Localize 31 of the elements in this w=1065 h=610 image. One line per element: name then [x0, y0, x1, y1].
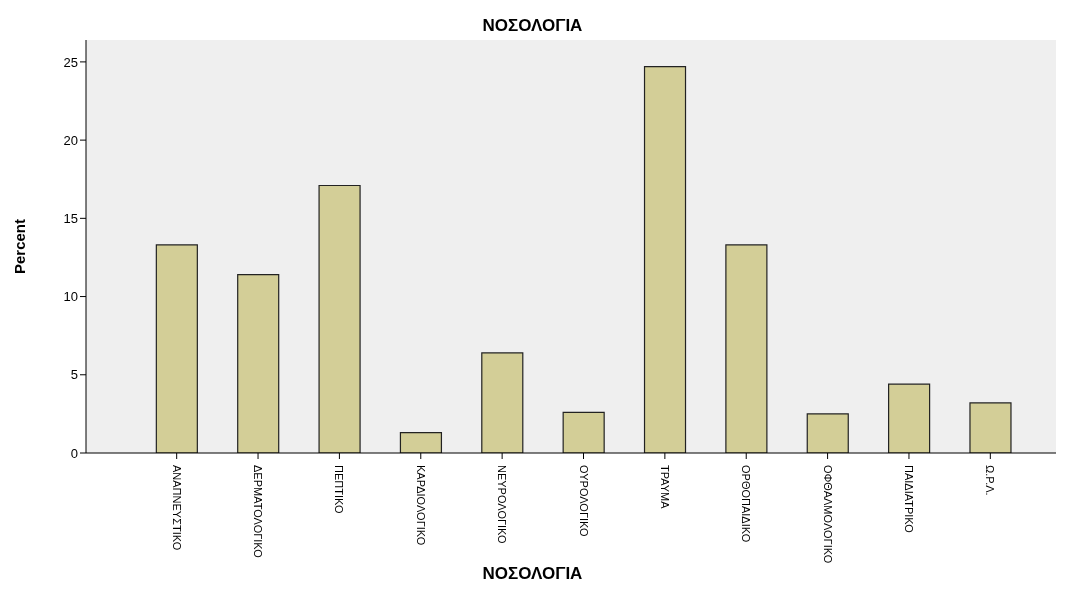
bar — [969, 402, 1012, 453]
bar — [481, 352, 524, 453]
chart-title: ΝΟΣΟΛΟΓΙΑ — [481, 16, 584, 36]
x-tick-label: ΟΥΡΟΛΟΓΙΚΟ — [577, 465, 590, 538]
x-axis-title: ΝΟΣΟΛΟΓΙΑ — [481, 564, 584, 584]
x-tick-label: ΚΑΡΔΙΟΛΟΓΙΚΟ — [414, 465, 427, 546]
x-tick-label: ΟΡΘΟΠΑΙΔΙΚΟ — [740, 465, 753, 543]
x-tick-label: ΤΡΑΥΜΑ — [658, 465, 671, 510]
y-tick-label: 0 — [70, 445, 78, 461]
bar — [237, 274, 280, 453]
x-tick-label: ΠΕΠΤΙΚΟ — [333, 465, 346, 514]
x-tick-label: ΑΝΑΠΝΕΥΣΤΙΚΟ — [170, 465, 183, 551]
x-tick-label: Ω.Ρ.Λ. — [984, 465, 997, 496]
bar — [399, 432, 443, 453]
bar — [155, 244, 198, 453]
y-tick-label: 10 — [63, 289, 78, 305]
x-tick-label: ΝΕΥΡΟΛΟΓΙΚΟ — [496, 465, 509, 545]
bar — [643, 65, 687, 453]
bar — [562, 411, 605, 453]
bar — [888, 383, 931, 453]
y-tick-label: 15 — [63, 210, 78, 226]
x-tick-label: ΠΑΙΔΙΑΤΡΙΚΟ — [902, 465, 915, 534]
bar — [806, 413, 849, 453]
y-tick-label: 25 — [63, 54, 78, 70]
y-axis-title: Percent — [11, 218, 29, 275]
x-tick-label: ΟΦΘΑΛΜΟΛΟΓΙΚΟ — [821, 465, 834, 564]
y-tick-label: 5 — [70, 367, 78, 383]
x-tick-label: ΔΕΡΜΑΤΟΛΟΓΙΚΟ — [252, 465, 265, 559]
y-tick-label: 20 — [63, 132, 78, 148]
bar — [725, 244, 768, 453]
bar — [318, 184, 361, 453]
